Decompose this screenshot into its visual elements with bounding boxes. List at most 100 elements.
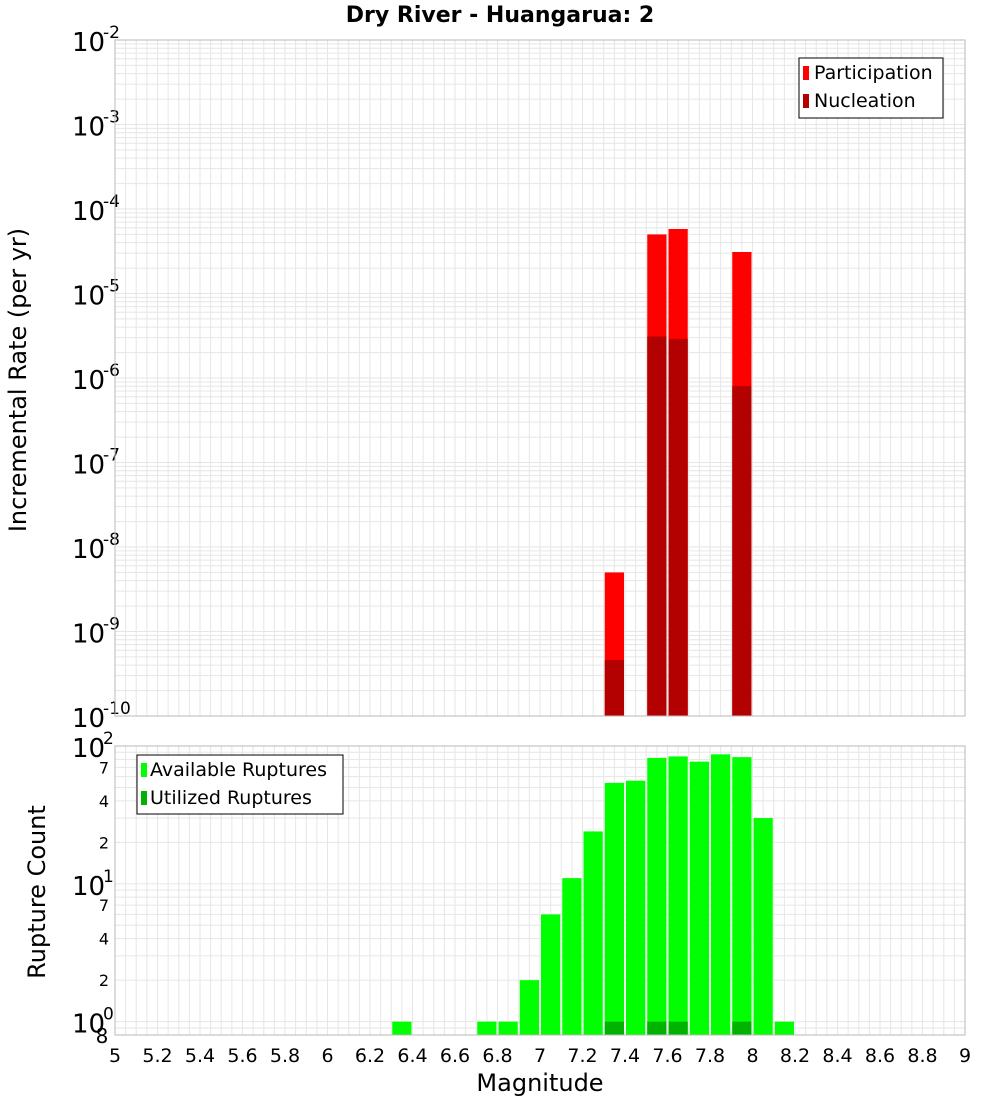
rupture-available-ruptures-bar bbox=[562, 878, 582, 1035]
rate-y-tick-label: 10 bbox=[72, 620, 105, 650]
x-tick-label: 8.6 bbox=[865, 1045, 895, 1067]
x-tick-label: 6.6 bbox=[440, 1045, 470, 1067]
rupture-y-tick-exponent: 1 bbox=[103, 867, 114, 887]
bottom-y-axis-label: Rupture Count bbox=[23, 805, 51, 979]
rate-y-tick-exponent: -10 bbox=[103, 699, 131, 719]
x-tick-label: 7.4 bbox=[610, 1045, 640, 1067]
rate-y-tick-exponent: -3 bbox=[103, 108, 120, 128]
x-ticks: 5 5.2 5.4 5.6 5.8 6 6.2 6.4 6.6 6.8 7 7.2 7.4 7.6 7.8 8… bbox=[109, 1045, 971, 1067]
rate-y-tick-exponent: -5 bbox=[103, 277, 120, 297]
rupture-available-ruptures-bar bbox=[711, 754, 731, 1035]
rupture-y-minor-label: 4 bbox=[99, 930, 109, 949]
x-tick-label: 6.4 bbox=[397, 1045, 427, 1067]
rupture-available-ruptures-bar bbox=[626, 780, 646, 1035]
rate-y-tick-exponent: -4 bbox=[103, 192, 120, 212]
rupture-y-minor-label: 4 bbox=[99, 792, 109, 811]
x-tick-label: 8 bbox=[746, 1045, 758, 1067]
participation-legend-label: Participation bbox=[814, 62, 933, 84]
x-tick-label: 9 bbox=[959, 1045, 971, 1067]
rate-y-tick-exponent: -6 bbox=[103, 361, 120, 381]
x-tick-label: 5.4 bbox=[185, 1045, 215, 1067]
rate-y-tick-label: 10 bbox=[72, 451, 105, 481]
rupture-available-ruptures-bar bbox=[647, 757, 667, 1035]
rate-nucleation-bar bbox=[732, 386, 752, 716]
rupture-available-ruptures-bar bbox=[604, 782, 624, 1035]
rupture-available-ruptures-bar bbox=[519, 980, 539, 1035]
rate-y-tick-label: 10 bbox=[72, 197, 105, 227]
rate-nucleation-bar bbox=[604, 659, 624, 716]
chart-title: Dry River - Huangarua: 2 bbox=[346, 3, 654, 28]
x-tick-label: 6.8 bbox=[482, 1045, 512, 1067]
rate-y-tick-label: 10 bbox=[72, 535, 105, 565]
nucleation-legend-swatch bbox=[803, 94, 809, 108]
rate-legend-box bbox=[798, 57, 944, 119]
rupture-utilized-ruptures-bar bbox=[732, 1021, 752, 1035]
rate-plot-grid bbox=[114, 40, 966, 717]
available-legend-label: Available Ruptures bbox=[150, 759, 327, 781]
rupture-y-tick-exponent: 2 bbox=[103, 729, 114, 749]
rupture-y-tick-label: 10 bbox=[72, 872, 105, 902]
x-tick-label: 8.2 bbox=[780, 1045, 810, 1067]
participation-legend-swatch bbox=[803, 66, 809, 80]
rate-y-tick-label: 10 bbox=[72, 704, 105, 734]
x-tick-label: 8.4 bbox=[822, 1045, 852, 1067]
rate-y-tick-label: 10 bbox=[72, 366, 105, 396]
rupture-utilized-ruptures-bar bbox=[604, 1021, 624, 1035]
utilized-legend-swatch bbox=[141, 791, 147, 805]
rupture-y-minor-label: 7 bbox=[99, 896, 109, 915]
rupture-y-minor-label: 7 bbox=[99, 758, 109, 777]
x-tick-label: 6.2 bbox=[355, 1045, 385, 1067]
rupture-utilized-ruptures-bar bbox=[668, 1021, 688, 1035]
rupture-available-ruptures-bar bbox=[583, 831, 603, 1035]
rupture-legend-box bbox=[136, 754, 344, 815]
rate-y-tick-label: 10 bbox=[72, 282, 105, 312]
rate-legend: Participation Nucleation bbox=[798, 57, 944, 119]
rupture-available-ruptures-bar bbox=[753, 818, 773, 1035]
rate-y-tick-exponent: -8 bbox=[103, 530, 120, 550]
rupture-available-ruptures-bar bbox=[668, 756, 688, 1035]
available-legend-swatch bbox=[141, 763, 147, 777]
rupture-y-minor-label: 2 bbox=[99, 833, 109, 852]
rate-y-tick-exponent: -2 bbox=[103, 23, 120, 43]
x-tick-label: 5 bbox=[109, 1045, 121, 1067]
rupture-available-ruptures-bar bbox=[477, 1021, 497, 1035]
x-tick-label: 8.8 bbox=[907, 1045, 937, 1067]
rupture-available-ruptures-bar bbox=[392, 1021, 412, 1035]
x-tick-label: 5.6 bbox=[227, 1045, 257, 1067]
rate-bars bbox=[604, 228, 752, 717]
rupture-plot-frame bbox=[114, 745, 966, 1036]
top-y-axis-label: Incremental Rate (per yr) bbox=[4, 228, 32, 532]
rupture-y-minor-label: 2 bbox=[99, 971, 109, 990]
x-tick-label: 7.8 bbox=[695, 1045, 725, 1067]
x-tick-label: 5.2 bbox=[142, 1045, 172, 1067]
x-tick-label: 7.6 bbox=[652, 1045, 682, 1067]
rate-y-tick-label: 10 bbox=[72, 113, 105, 143]
rupture-available-ruptures-bar bbox=[732, 757, 752, 1035]
rate-y-tick-exponent: -7 bbox=[103, 446, 120, 466]
x-axis-label: Magnitude bbox=[476, 1069, 603, 1097]
nucleation-legend-label: Nucleation bbox=[814, 90, 916, 112]
x-tick-label: 6 bbox=[321, 1045, 333, 1067]
rate-nucleation-bar bbox=[647, 336, 667, 716]
rupture-legend: Available Ruptures Utilized Ruptures bbox=[136, 754, 344, 815]
rate-plot-frame bbox=[114, 39, 966, 717]
rate-y-tick-exponent: -9 bbox=[103, 615, 120, 635]
rupture-available-ruptures-bar bbox=[774, 1021, 794, 1035]
x-tick-label: 7 bbox=[534, 1045, 546, 1067]
rupture-y-tick-label: 10 bbox=[72, 734, 105, 764]
rupture-y-tick-label: 10 bbox=[72, 1010, 105, 1040]
rupture-available-ruptures-bar bbox=[689, 761, 709, 1035]
x-tick-label: 7.2 bbox=[567, 1045, 597, 1067]
rate-y-tick-label: 10 bbox=[72, 28, 105, 58]
rupture-y-bottom-label: 8 bbox=[96, 1024, 109, 1048]
rate-nucleation-bar bbox=[668, 338, 688, 716]
rupture-available-ruptures-bar bbox=[498, 1021, 518, 1035]
x-tick-label: 5.8 bbox=[270, 1045, 300, 1067]
rupture-utilized-ruptures-bar bbox=[647, 1021, 667, 1035]
rupture-bars bbox=[392, 754, 794, 1035]
rupture-y-tick-exponent: 0 bbox=[103, 1005, 114, 1025]
